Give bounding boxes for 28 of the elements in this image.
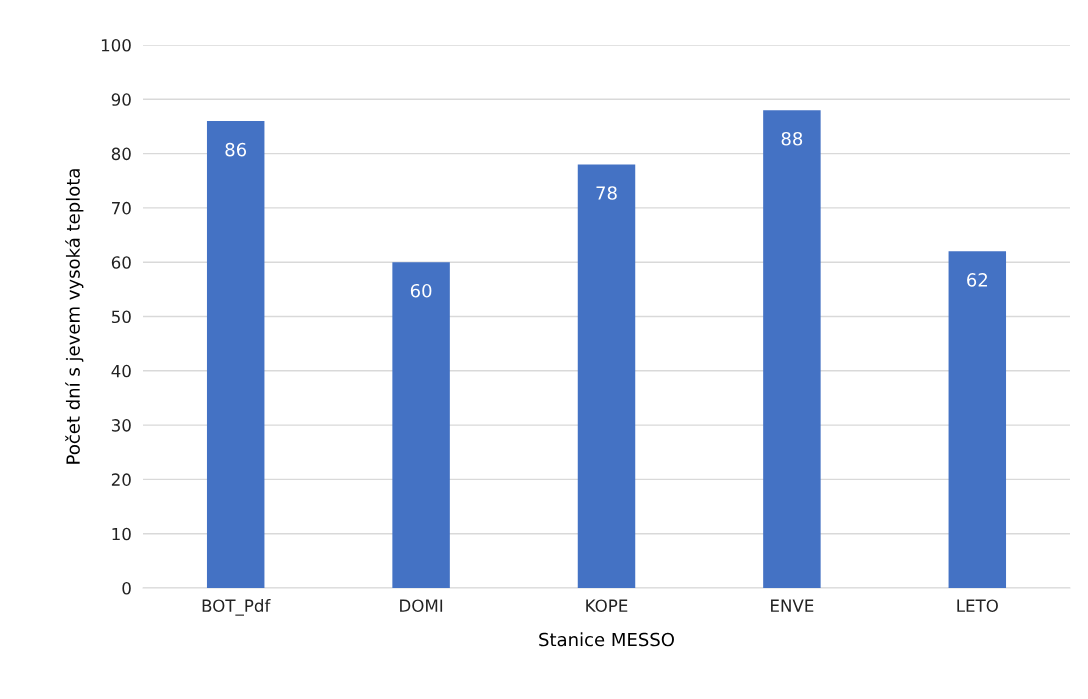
data-label: 88 [781,131,803,146]
y-tick-label: 30 [111,419,131,432]
y-tick-label: 20 [111,473,131,486]
y-tick-label: 40 [111,364,131,378]
bar [392,262,450,588]
x-axis-title: Stanice MESSO [539,632,674,647]
y-tick-label: 0 [122,581,131,595]
y-tick-label: 100 [101,38,131,52]
y-tick-label: 60 [111,256,131,269]
bar [577,164,636,588]
x-tick-label: LETO [957,599,998,613]
x-tick-label: BOT_Pdf [202,599,271,616]
y-tick-label: 70 [112,201,131,215]
data-label: 60 [410,283,432,298]
x-tick-label: DOMI [400,599,443,613]
bar [763,110,821,588]
x-tick-label: ENVE [771,599,814,612]
y-tick-label: 50 [111,310,131,324]
y-tick-label: 80 [111,147,131,161]
bar [206,121,265,588]
y-tick-label: 10 [112,527,131,541]
y-axis-title: Počet dní s jevem vysoká teplota [65,169,84,464]
data-label: 62 [967,273,987,287]
y-tick-label: 90 [111,93,131,106]
data-label: 86 [225,142,247,157]
bar [948,251,1007,588]
x-tick-label: KOPE [586,599,628,613]
data-label: 78 [596,186,617,200]
